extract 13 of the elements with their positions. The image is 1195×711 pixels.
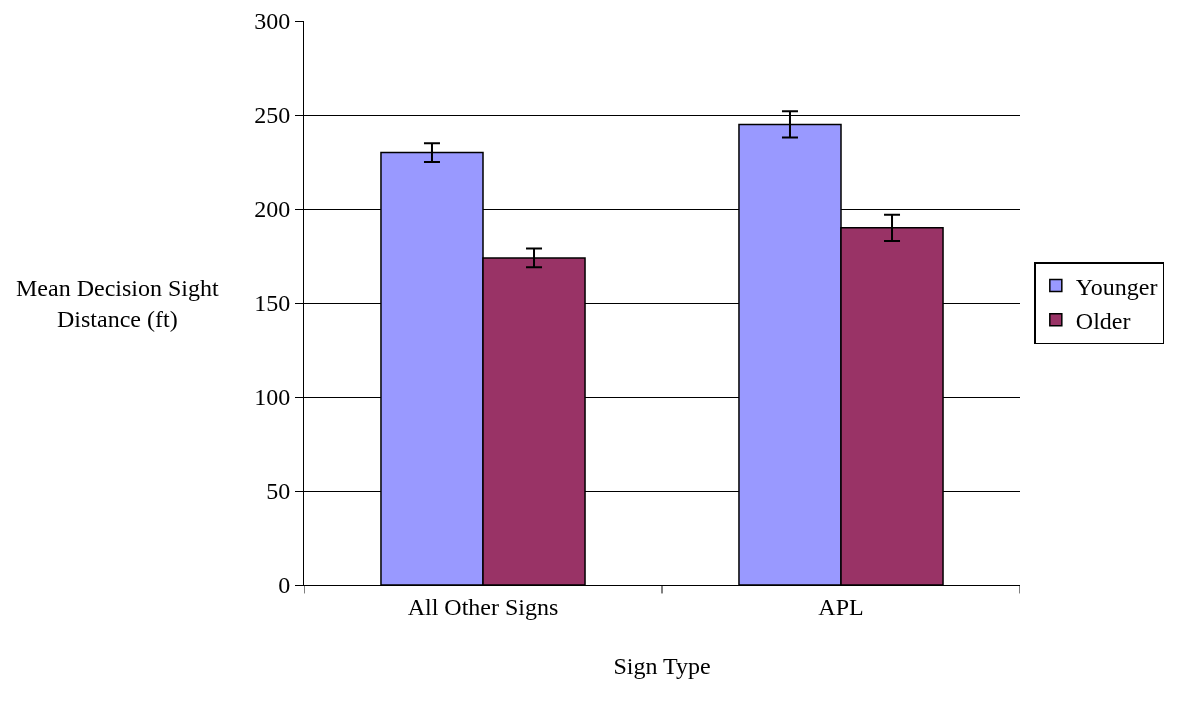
x-tick-label: APL <box>818 593 864 620</box>
y-tick-label: 250 <box>254 102 291 129</box>
y-tick-label: 100 <box>254 384 291 411</box>
legend-label: Older <box>1075 308 1131 335</box>
y-tick-label: 150 <box>254 290 291 317</box>
y-tick-label: 300 <box>254 8 291 35</box>
y-tick-label: 50 <box>266 478 291 505</box>
legend-label: Younger <box>1075 273 1158 300</box>
x-axis-title: Sign Type <box>613 653 711 680</box>
x-tick-label: All Other Signs <box>407 593 559 620</box>
y-tick-label: 200 <box>254 196 291 223</box>
y-axis-title: Mean Decision Sight Distance (ft) <box>16 275 219 333</box>
y-tick-label: 0 <box>278 572 291 599</box>
